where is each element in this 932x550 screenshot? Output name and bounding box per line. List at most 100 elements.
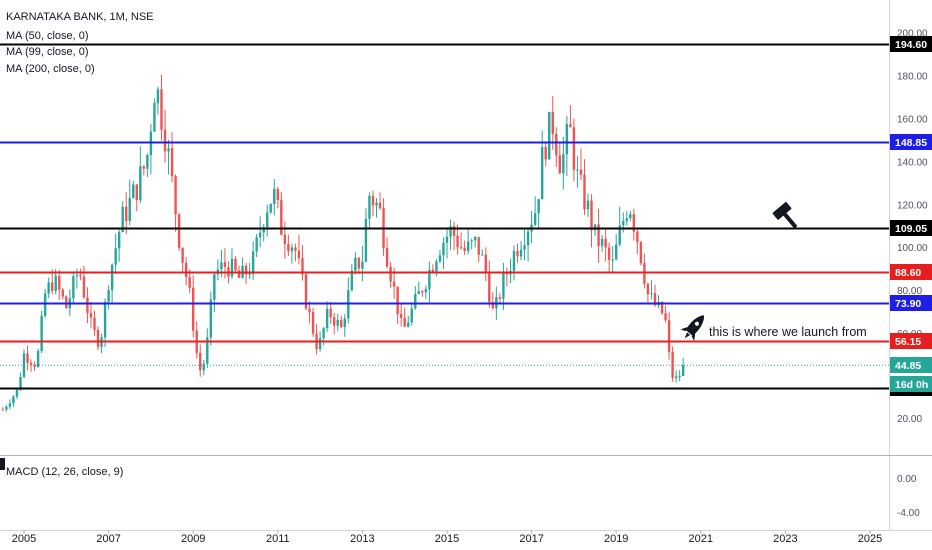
candle-body [110, 264, 114, 291]
candle-body [29, 362, 33, 365]
candle-body [674, 376, 678, 378]
candle-body [121, 206, 124, 232]
candle-body [86, 297, 89, 313]
candle-body [1, 409, 5, 411]
price-tick-label: 120.00 [897, 200, 928, 211]
candle-body [325, 308, 329, 329]
candle-body [174, 176, 177, 215]
price-tick-label: 200.00 [897, 29, 928, 40]
price-tags-layer: 194.60148.85109.0588.6073.9056.1534.2044… [890, 36, 932, 396]
candle-body [466, 241, 470, 252]
candle-body [237, 270, 241, 278]
candle-body [622, 220, 625, 226]
indicator-ma99[interactable]: MA (99, close, 0) [6, 46, 89, 58]
candle-body [681, 365, 685, 376]
candle-body [280, 199, 283, 235]
candle-body [354, 257, 357, 271]
level-price-tag: 88.60 [895, 267, 921, 279]
candle-body [403, 317, 406, 327]
candle-body [523, 245, 526, 250]
time-tick-label: 2009 [181, 533, 205, 545]
candle-body [407, 322, 410, 327]
candle-body [294, 247, 297, 251]
candle-body [576, 169, 579, 171]
candle-body [435, 261, 438, 272]
candle-body [177, 214, 181, 248]
rocket-icon[interactable] [678, 309, 711, 344]
candle-body [452, 226, 456, 236]
candle-body [297, 250, 301, 259]
macd-legend[interactable]: MACD (12, 26, close, 9) [6, 466, 124, 478]
candle-body [421, 291, 424, 293]
candle-body [107, 290, 110, 302]
candle-body [213, 274, 216, 300]
candle-body [442, 242, 445, 256]
candle-body [209, 299, 213, 338]
candle-body [653, 293, 657, 306]
candle-body [396, 286, 399, 315]
candle-body [424, 289, 428, 293]
macd-scale[interactable]: 0.00 -4.00 [897, 474, 920, 519]
annotation-text[interactable]: this is where we launch from [709, 325, 867, 339]
time-tick-label: 2011 [266, 533, 290, 545]
candle-body [75, 275, 79, 277]
last-price-tag-box [890, 357, 932, 373]
candle-body [600, 238, 604, 246]
candle-body [132, 184, 135, 198]
candle-body [604, 238, 607, 248]
indicator-ma200[interactable]: MA (200, close, 0) [6, 63, 95, 75]
candle-body [378, 202, 382, 209]
candle-body [597, 224, 600, 246]
candle-body [639, 242, 643, 264]
candle-body [565, 124, 569, 155]
candle-body [117, 231, 121, 249]
candle-body [660, 301, 664, 314]
candle-body [192, 287, 195, 331]
candle-body [519, 249, 523, 257]
candle-body [428, 269, 431, 290]
candle-body [607, 247, 611, 261]
candle-body [202, 363, 205, 371]
candle-body [512, 251, 516, 271]
candle-body [269, 203, 272, 213]
hammer-icon[interactable] [772, 202, 803, 233]
candle-body [392, 281, 396, 287]
time-tick-label: 2017 [519, 533, 543, 545]
price-tick-label: 180.00 [897, 72, 928, 83]
candle-body [82, 276, 86, 298]
candle-body [371, 195, 375, 206]
candle-body [181, 247, 184, 263]
candle-body [618, 225, 621, 245]
candle-body [481, 254, 484, 256]
candle-body [611, 259, 614, 261]
candle-body [206, 337, 209, 364]
candle-body [167, 148, 170, 152]
candle-body [234, 258, 237, 271]
candle-body [40, 315, 43, 351]
candle-body [125, 206, 128, 222]
candle-body [636, 231, 639, 243]
candle-body [276, 188, 279, 200]
candle-body [336, 319, 339, 326]
macd-tick-label: 0.00 [897, 474, 917, 485]
indicator-ma50[interactable]: MA (50, close, 0) [6, 30, 89, 42]
candle-body [414, 294, 417, 309]
price-tick-label: 20.00 [897, 414, 922, 425]
candle-body [569, 124, 572, 128]
candle-body [650, 293, 653, 295]
level-price-tag: 56.15 [895, 336, 921, 348]
candle-body [399, 314, 403, 318]
candle-body [223, 262, 227, 268]
candle-body [329, 308, 332, 318]
candle-body [625, 218, 628, 221]
candle-body [572, 127, 576, 170]
candle-body [163, 129, 167, 152]
time-scale[interactable]: 2005 2007 2009 2011 2013 2015 2017 2019 2021 2023… [12, 530, 882, 545]
price-tick-label: 100.00 [897, 243, 928, 254]
symbol-title[interactable]: KARNATAKA BANK, 1M, NSE [6, 11, 154, 23]
price-tick-label: 80.00 [897, 286, 922, 297]
level-price-tag-box [890, 134, 932, 150]
candle-body [470, 240, 473, 242]
candle-body [632, 214, 636, 232]
